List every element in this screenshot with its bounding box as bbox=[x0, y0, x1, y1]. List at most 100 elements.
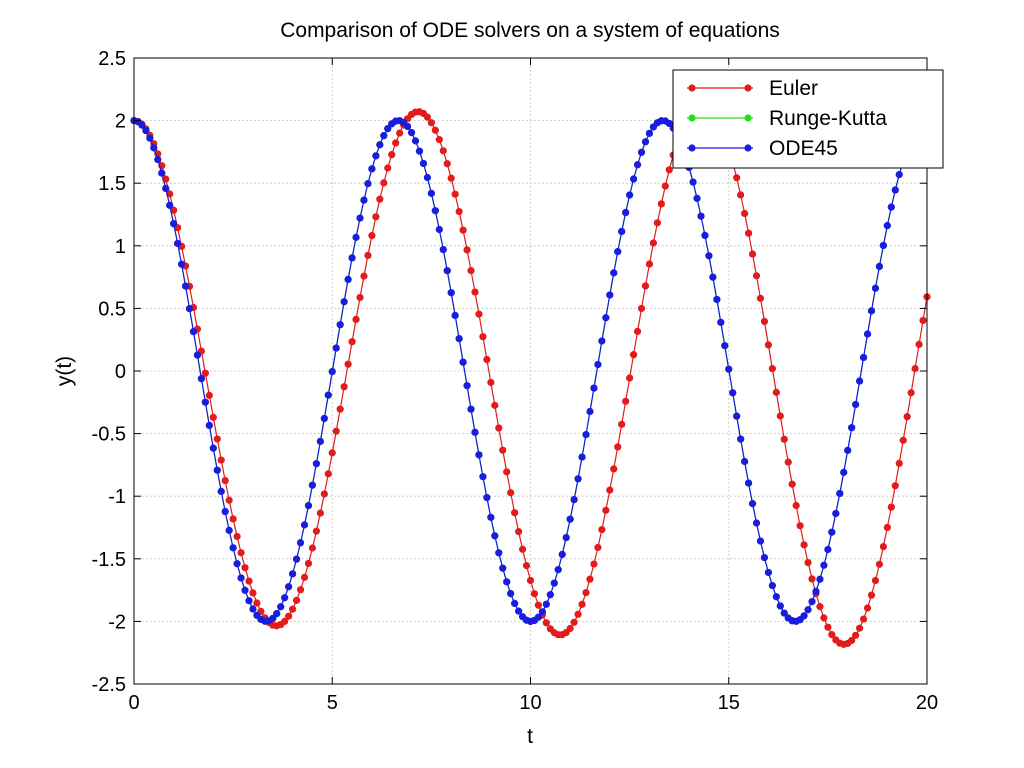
data-point bbox=[741, 457, 749, 466]
legend-marker-euler bbox=[688, 84, 696, 92]
data-point bbox=[304, 559, 313, 568]
data-point bbox=[542, 600, 550, 608]
data-point bbox=[570, 495, 578, 504]
data-point bbox=[328, 367, 336, 376]
data-point bbox=[828, 528, 836, 536]
data-point bbox=[233, 560, 241, 568]
data-point bbox=[340, 298, 348, 306]
data-point bbox=[709, 273, 717, 281]
data-point bbox=[499, 446, 507, 454]
data-point bbox=[471, 288, 479, 296]
data-point bbox=[300, 521, 309, 529]
data-point bbox=[570, 618, 578, 626]
data-point bbox=[316, 437, 324, 445]
data-point bbox=[804, 558, 812, 567]
data-point bbox=[590, 560, 598, 568]
data-point bbox=[590, 384, 598, 392]
data-point bbox=[221, 476, 229, 485]
data-point bbox=[217, 456, 225, 464]
data-point bbox=[606, 486, 614, 494]
data-point bbox=[816, 603, 824, 611]
data-point bbox=[491, 401, 499, 409]
data-point bbox=[816, 575, 824, 583]
data-point bbox=[622, 397, 630, 405]
data-point bbox=[439, 245, 447, 254]
data-point bbox=[312, 460, 320, 468]
data-point bbox=[582, 430, 590, 439]
data-point bbox=[368, 165, 376, 173]
data-point bbox=[384, 125, 392, 133]
data-point bbox=[542, 619, 550, 627]
data-point bbox=[538, 608, 546, 616]
data-point bbox=[610, 465, 618, 473]
data-point bbox=[403, 122, 412, 131]
data-point bbox=[150, 144, 158, 152]
data-point bbox=[693, 194, 701, 202]
y-tick-label: 0.5 bbox=[98, 298, 126, 320]
data-point bbox=[848, 636, 856, 645]
y-tick-label: 1.5 bbox=[98, 173, 126, 195]
legend-marker-runge-kutta bbox=[744, 114, 752, 122]
data-point bbox=[455, 335, 463, 343]
data-point bbox=[800, 612, 808, 620]
data-point bbox=[158, 169, 166, 177]
data-point bbox=[820, 561, 828, 569]
data-point bbox=[292, 555, 301, 563]
data-point bbox=[522, 562, 531, 570]
data-point bbox=[856, 377, 864, 385]
data-point bbox=[828, 630, 836, 639]
data-point bbox=[661, 182, 669, 190]
data-point bbox=[875, 560, 884, 568]
axes-frame bbox=[133, 57, 928, 685]
data-point bbox=[511, 509, 519, 517]
data-point bbox=[899, 436, 907, 444]
data-point bbox=[733, 174, 741, 182]
data-point bbox=[197, 375, 205, 383]
y-tick-label: -2.5 bbox=[92, 674, 126, 696]
data-point bbox=[241, 564, 249, 572]
data-point bbox=[808, 575, 816, 583]
data-point bbox=[427, 189, 435, 197]
data-point bbox=[586, 575, 594, 583]
data-point bbox=[185, 304, 194, 313]
data-point bbox=[824, 623, 832, 631]
data-point bbox=[372, 213, 380, 221]
data-point bbox=[281, 594, 289, 602]
y-tick-label: -2 bbox=[108, 611, 126, 633]
y-tick-label: 2 bbox=[115, 111, 126, 133]
data-point bbox=[852, 400, 860, 409]
data-point bbox=[253, 599, 261, 607]
data-point bbox=[205, 421, 213, 429]
data-point bbox=[800, 541, 808, 549]
data-point bbox=[526, 576, 535, 585]
data-point bbox=[895, 170, 903, 179]
data-point bbox=[852, 631, 860, 639]
y-tick-label: 2.5 bbox=[98, 48, 126, 70]
data-point bbox=[633, 327, 642, 335]
legend-marker-ode45 bbox=[744, 144, 752, 152]
data-point bbox=[245, 597, 253, 605]
data-point bbox=[392, 139, 400, 147]
data-point bbox=[844, 446, 852, 454]
data-point bbox=[792, 501, 800, 510]
data-point bbox=[372, 152, 380, 160]
data-point bbox=[764, 568, 773, 577]
data-point bbox=[348, 254, 356, 262]
data-point bbox=[863, 330, 872, 338]
data-point bbox=[170, 220, 178, 228]
data-point bbox=[824, 545, 832, 554]
data-point bbox=[887, 203, 895, 211]
data-point bbox=[875, 262, 884, 270]
data-point bbox=[566, 515, 574, 523]
data-point bbox=[138, 121, 146, 129]
data-point bbox=[289, 605, 297, 613]
data-point bbox=[558, 550, 566, 559]
data-point bbox=[451, 311, 459, 320]
data-point bbox=[760, 553, 769, 562]
data-point bbox=[614, 248, 622, 256]
data-point bbox=[483, 493, 491, 502]
data-point bbox=[507, 590, 515, 598]
data-point bbox=[483, 355, 491, 364]
data-point bbox=[788, 480, 796, 488]
data-point bbox=[507, 489, 515, 497]
